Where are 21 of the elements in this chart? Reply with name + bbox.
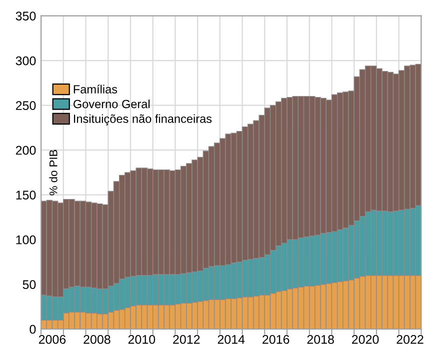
x-tick-label: 2018 <box>307 335 334 344</box>
x-tick-label: 2010 <box>128 335 156 344</box>
y-tick-label: 300 <box>16 56 36 66</box>
x-tick-label: 2022 <box>396 335 424 344</box>
y-tick-label: 200 <box>16 146 36 155</box>
y-tick-label: 250 <box>16 101 36 110</box>
x-tick-label: 2008 <box>84 335 110 344</box>
x-tick-label: 2014 <box>218 335 245 344</box>
legend-label: Governo Geral <box>74 100 150 108</box>
x-tick-label: 2016 <box>262 335 290 344</box>
x-tick-label: 2020 <box>352 335 379 344</box>
x-tick-label: 2012 <box>173 335 200 344</box>
y-tick-label: 350 <box>16 12 36 20</box>
x-tick-label: 2006 <box>38 335 66 344</box>
y-tick-label: 0 <box>30 324 36 334</box>
legend-label: Famílias <box>74 84 118 94</box>
y-axis-title: % do PIB <box>49 150 58 196</box>
y-tick-label: 100 <box>16 235 36 244</box>
y-tick-label: 150 <box>16 190 36 200</box>
y-tick-label: 50 <box>22 280 36 290</box>
legend-label: Insituições não financeiras <box>74 114 212 126</box>
